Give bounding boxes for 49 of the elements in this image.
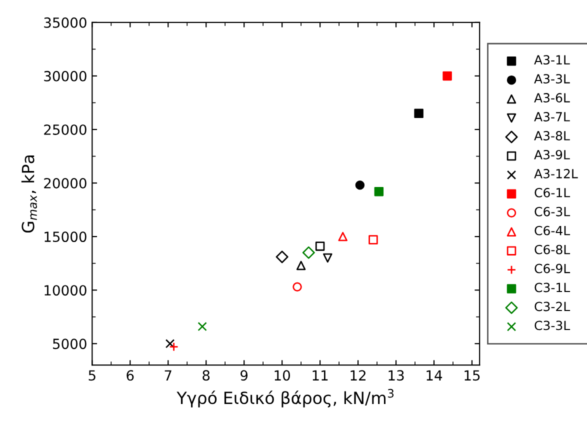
y-tick-label: 30000 bbox=[44, 70, 86, 82]
point bbox=[338, 232, 348, 242]
x-tick-label: 14 bbox=[426, 370, 442, 380]
legend-label: A3-1L bbox=[534, 55, 570, 65]
y-axis-title: G$_{max}$, kPa bbox=[21, 156, 37, 233]
y-tick-label: 5000 bbox=[53, 338, 86, 350]
legend-label: C6-4L bbox=[534, 226, 570, 236]
legend-label: C6-8L bbox=[534, 244, 570, 254]
point bbox=[276, 250, 288, 264]
point bbox=[296, 260, 306, 270]
y-tick-label: 20000 bbox=[44, 178, 86, 188]
legend-label: C6-9L bbox=[534, 264, 570, 274]
point bbox=[368, 235, 378, 244]
y-tick-label: 25000 bbox=[44, 124, 86, 135]
legend-label: C6-1L bbox=[534, 188, 570, 198]
legend-label: A3-7L bbox=[534, 112, 570, 122]
point bbox=[355, 180, 365, 190]
legend-label: A3-12L bbox=[534, 168, 578, 178]
point bbox=[323, 253, 332, 263]
x-tick-label: 15 bbox=[464, 370, 480, 381]
x-tick-label: 11 bbox=[312, 370, 328, 380]
x-axis-title: Υγρό Ειδικό βάρος, kN/m$^{3}$ bbox=[176, 388, 394, 408]
x-tick-label: 7 bbox=[164, 370, 172, 380]
point bbox=[374, 186, 384, 196]
point bbox=[302, 246, 315, 259]
legend-label: C3-3L bbox=[534, 320, 570, 330]
x-tick-label: 6 bbox=[126, 370, 134, 381]
point bbox=[292, 282, 302, 292]
y-tick-label: 15000 bbox=[44, 232, 86, 242]
legend-label: C3-2L bbox=[534, 302, 570, 312]
y-tick-label: 35000 bbox=[44, 17, 86, 28]
x-tick-label: 9 bbox=[240, 370, 248, 381]
point bbox=[165, 339, 175, 348]
x-tick-label: 10 bbox=[274, 370, 290, 381]
y-tick-label: 10000 bbox=[44, 285, 86, 296]
legend-label: A3-6L bbox=[534, 93, 570, 102]
point bbox=[442, 71, 452, 81]
point bbox=[198, 322, 207, 332]
legend-label: C3-1L bbox=[534, 282, 570, 292]
legend-label: C6-3L bbox=[534, 206, 570, 216]
x-tick-label: 12 bbox=[350, 370, 366, 380]
point bbox=[315, 242, 325, 251]
x-tick-label: 8 bbox=[202, 370, 210, 381]
legend-label: A3-8L bbox=[534, 130, 570, 140]
x-tick-label: 5 bbox=[88, 370, 96, 381]
legend-label: A3-9L bbox=[534, 150, 570, 160]
x-tick-label: 13 bbox=[388, 370, 404, 381]
point bbox=[414, 108, 424, 118]
legend-label: A3-3L bbox=[534, 74, 570, 84]
